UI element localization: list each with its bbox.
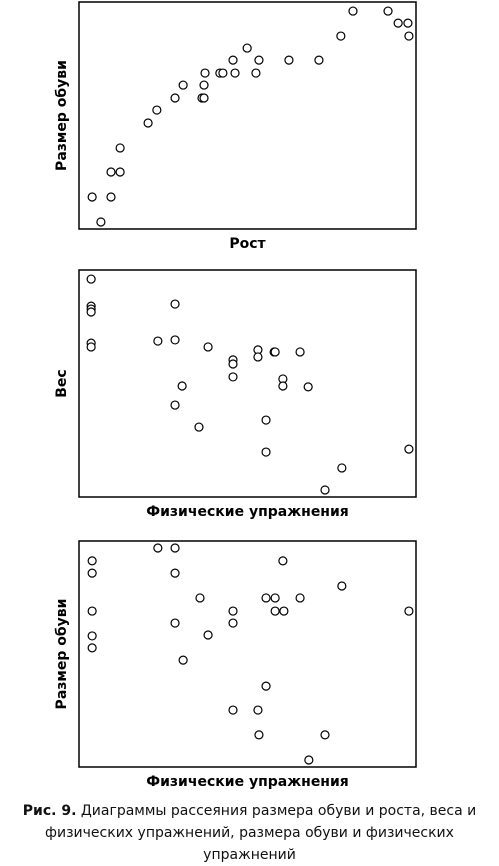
point	[278, 556, 288, 566]
point	[303, 382, 313, 392]
point	[194, 422, 204, 432]
y-axis-label: Вес	[54, 369, 70, 397]
point	[115, 167, 125, 177]
point	[87, 568, 97, 578]
x-axis-label: Физические упражнения	[146, 504, 349, 520]
figure: Рост Размер обуви Физические упражнения Вес…	[54, 1, 417, 790]
plot-frame	[78, 540, 417, 768]
point	[152, 105, 162, 115]
point	[337, 581, 347, 591]
point	[86, 342, 96, 352]
point	[87, 556, 97, 566]
point	[170, 93, 180, 103]
point	[218, 68, 228, 78]
point	[106, 192, 116, 202]
point	[203, 630, 213, 640]
point	[261, 415, 271, 425]
point	[228, 55, 238, 65]
point	[153, 336, 163, 346]
point	[320, 730, 330, 740]
caption-label: Рис. 9.	[22, 803, 77, 819]
point	[228, 705, 238, 715]
point	[199, 93, 209, 103]
plot-frame	[78, 269, 417, 498]
point	[143, 118, 153, 128]
point	[203, 342, 213, 352]
point	[314, 55, 324, 65]
point	[199, 80, 209, 90]
point	[177, 381, 187, 391]
point	[404, 31, 414, 41]
point	[230, 68, 240, 78]
point	[106, 167, 116, 177]
point	[200, 68, 210, 78]
point	[86, 307, 96, 317]
point	[170, 335, 180, 345]
point	[87, 606, 97, 616]
point	[87, 631, 97, 641]
point	[195, 593, 205, 603]
point	[304, 755, 314, 765]
point	[170, 543, 180, 553]
point	[295, 347, 305, 357]
point	[284, 55, 294, 65]
point	[261, 593, 271, 603]
point	[279, 606, 289, 616]
point	[348, 6, 358, 16]
point	[261, 681, 271, 691]
point	[115, 143, 125, 153]
point	[87, 192, 97, 202]
point	[228, 618, 238, 628]
point	[320, 485, 330, 495]
point	[253, 705, 263, 715]
point	[336, 31, 346, 41]
point	[178, 80, 188, 90]
point	[87, 643, 97, 653]
point	[254, 55, 264, 65]
point	[253, 352, 263, 362]
point	[170, 618, 180, 628]
point	[270, 593, 280, 603]
point	[337, 463, 347, 473]
point	[96, 217, 106, 227]
point	[170, 400, 180, 410]
point	[270, 606, 280, 616]
point	[383, 6, 393, 16]
x-axis-label: Физические упражнения	[146, 774, 349, 790]
point	[178, 655, 188, 665]
point	[228, 372, 238, 382]
point	[170, 299, 180, 309]
point	[404, 444, 414, 454]
point	[242, 43, 252, 53]
point	[278, 381, 288, 391]
y-axis-label: Размер обуви	[54, 60, 70, 171]
point	[86, 274, 96, 284]
x-axis-label: Рост	[229, 236, 266, 252]
point	[228, 359, 238, 369]
point	[251, 68, 261, 78]
point	[270, 347, 280, 357]
point	[404, 606, 414, 616]
point	[393, 18, 403, 28]
point	[254, 730, 264, 740]
point	[228, 606, 238, 616]
caption: Рис. 9. Диаграммы рассеяния размера обув…	[2, 800, 497, 866]
point	[295, 593, 305, 603]
plot-frame	[78, 1, 417, 230]
point	[403, 18, 413, 28]
point	[170, 568, 180, 578]
point	[153, 543, 163, 553]
point	[261, 447, 271, 457]
y-axis-label: Размер обуви	[54, 599, 70, 710]
caption-text: Диаграммы рассеяния размера обуви и рост…	[45, 803, 477, 863]
